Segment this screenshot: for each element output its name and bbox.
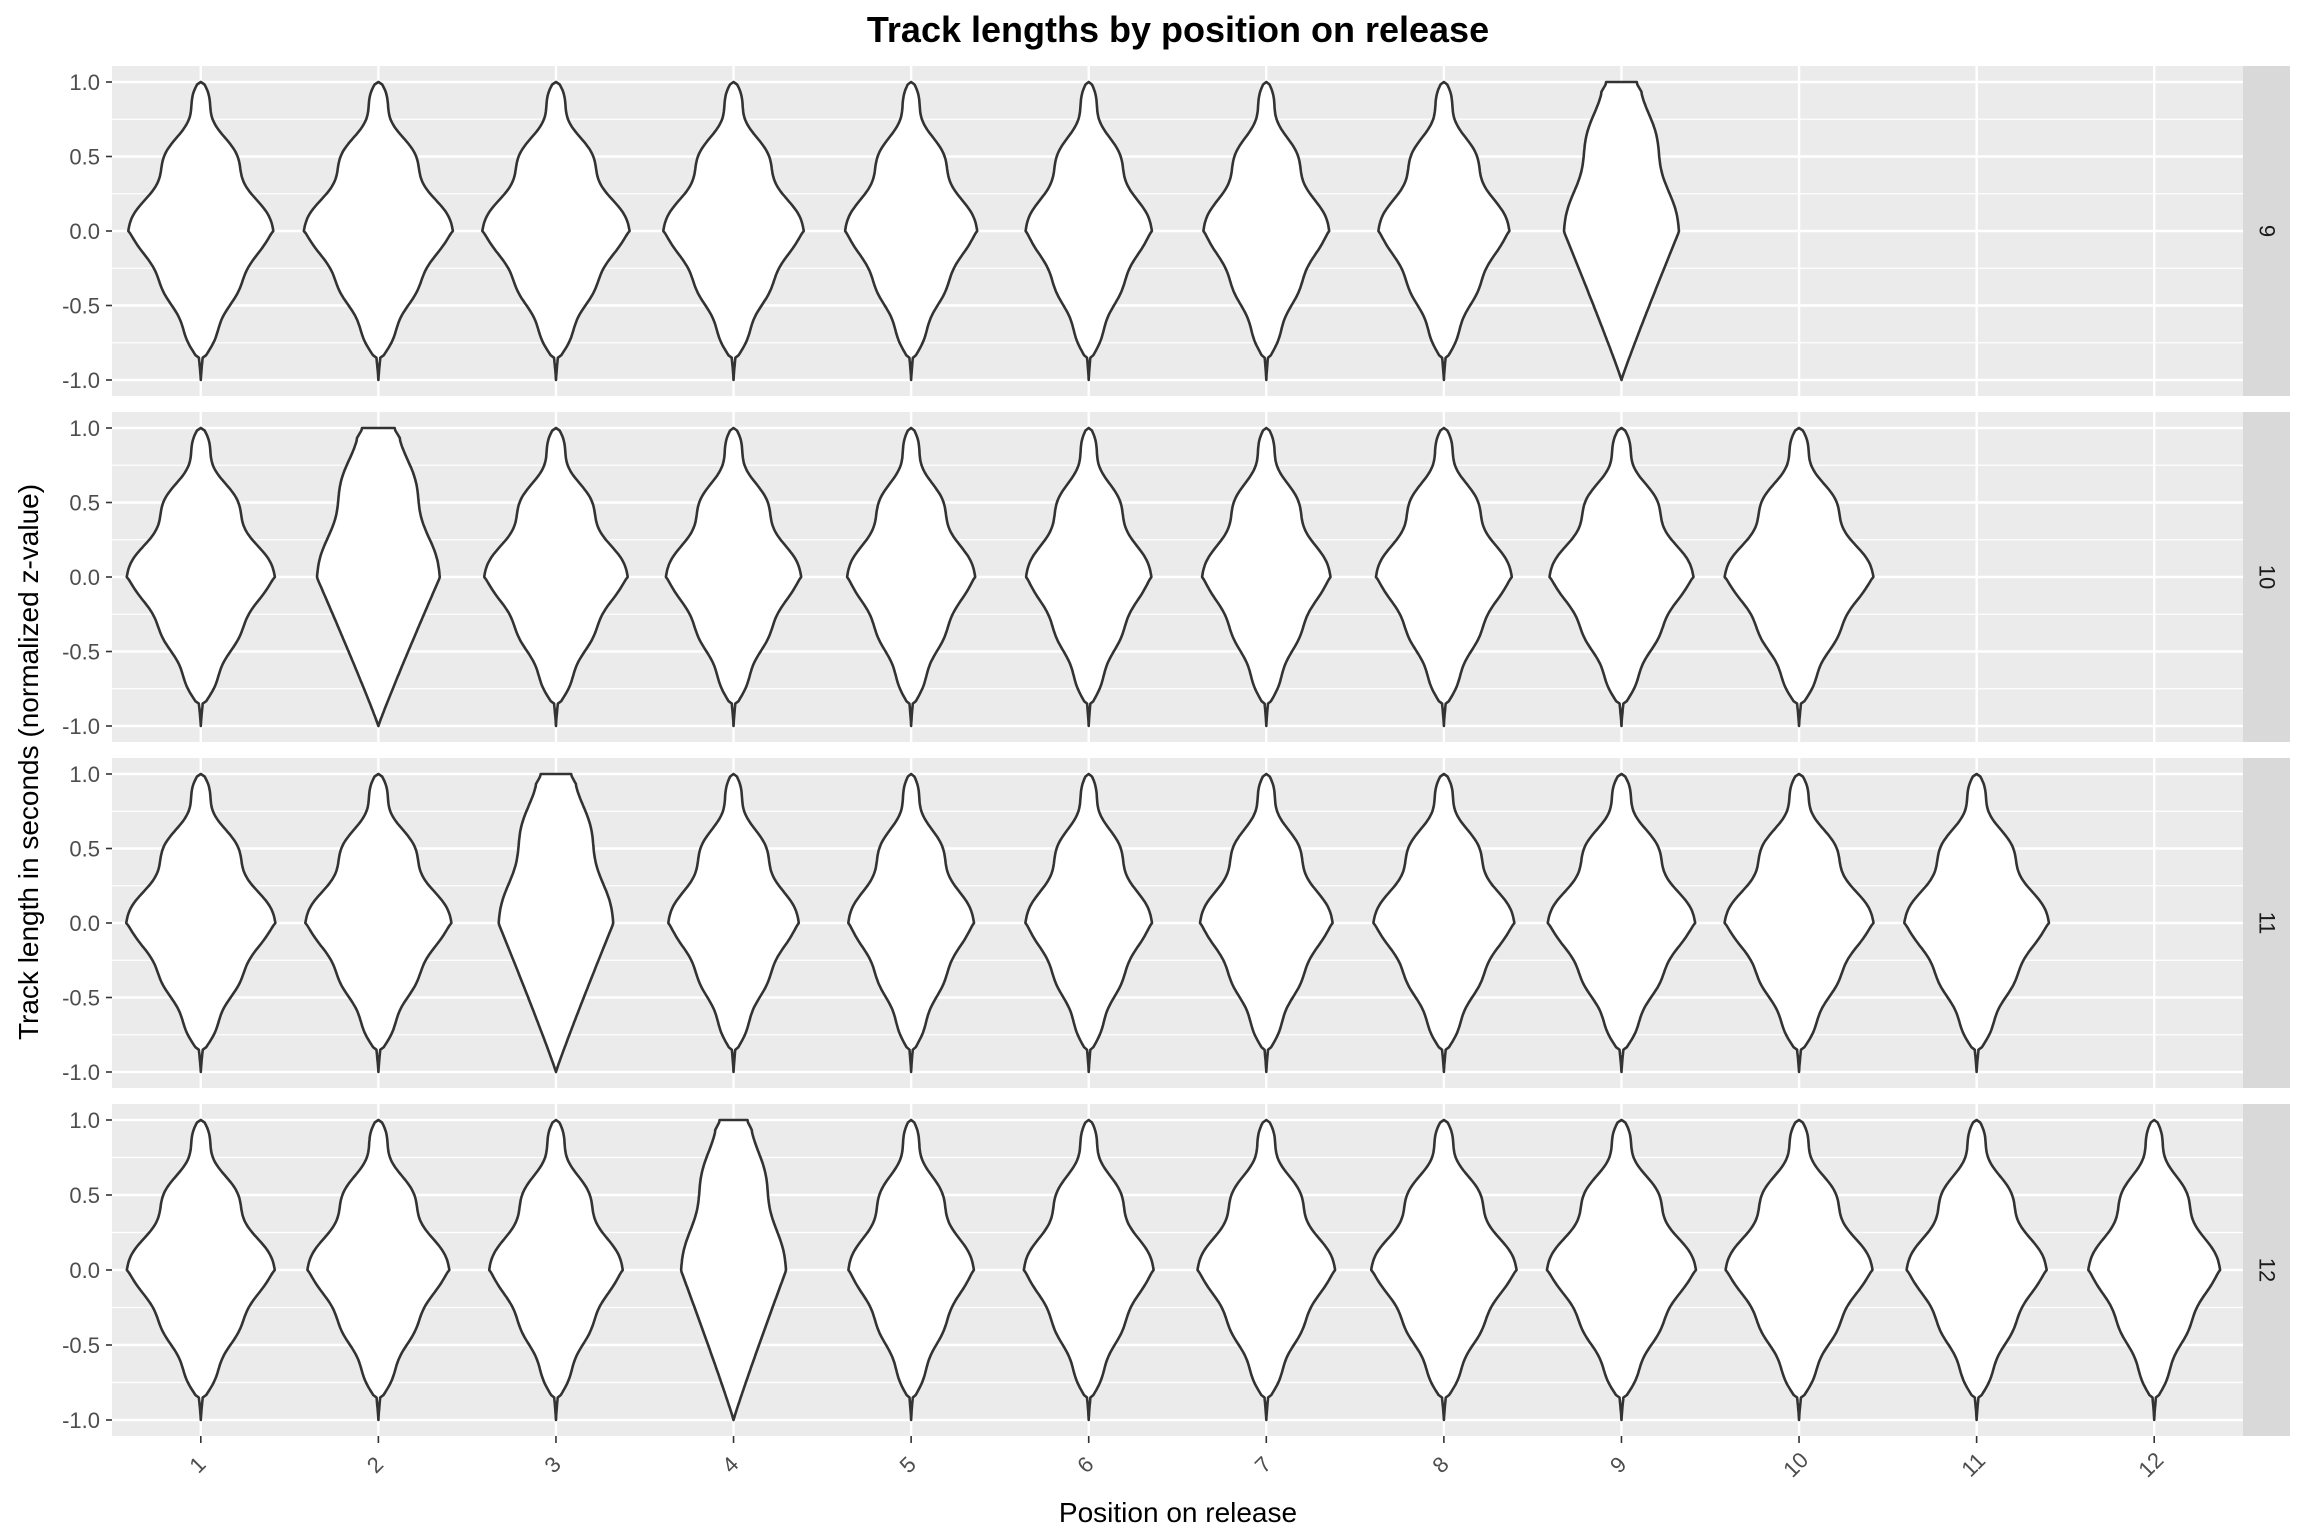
y-tick-label: -0.5 [62, 986, 100, 1011]
violin-facet-10-pos-8 [1374, 426, 1514, 728]
violin-facet-11-pos-4 [667, 772, 801, 1074]
violin-facet-9-pos-6 [1024, 80, 1154, 382]
violin-facet-12-pos-4 [679, 1118, 788, 1422]
y-tick-label: -0.5 [62, 640, 100, 665]
facet-strip-label: 12 [2255, 1258, 2280, 1282]
violin-facet-11-pos-3 [497, 772, 615, 1074]
violin-facet-11-pos-5 [847, 772, 976, 1074]
y-tick-label: 0.5 [69, 491, 100, 516]
y-tick-label: 1.0 [69, 762, 100, 787]
violin-facet-10-pos-7 [1200, 426, 1332, 728]
y-tick-label: -1.0 [62, 368, 100, 393]
violin-facet-9-pos-3 [481, 80, 631, 382]
violin-facet-10-pos-1 [125, 426, 277, 728]
violin-facet-11-pos-7 [1198, 772, 1334, 1074]
violin-facet-12-pos-11 [1905, 1118, 2048, 1422]
violin-facet-11-pos-11 [1903, 772, 2051, 1074]
violin-facet-9-pos-8 [1377, 80, 1511, 382]
violin-facet-12-pos-9 [1545, 1118, 1698, 1422]
violin-facet-10-pos-5 [845, 426, 977, 728]
violin-facet-10-pos-3 [482, 426, 629, 728]
violin-facet-12-pos-1 [125, 1118, 277, 1422]
facet-strip [2243, 1104, 2290, 1436]
y-tick-label: -1.0 [62, 714, 100, 739]
violin-facet-12-pos-7 [1196, 1118, 1337, 1422]
facet-strip-label: 10 [2255, 565, 2280, 589]
violin-facet-9-pos-5 [843, 80, 979, 382]
facet-strip [2243, 412, 2290, 742]
violin-facet-10-pos-4 [664, 426, 803, 728]
y-tick-label: 0.5 [69, 145, 100, 170]
violin-facet-9-pos-7 [1202, 80, 1331, 382]
violin-facet-12-pos-3 [487, 1118, 625, 1422]
y-tick-label: 0.5 [69, 837, 100, 862]
violin-facet-9-pos-1 [127, 80, 275, 382]
violin-facet-12-pos-10 [1724, 1118, 1874, 1422]
facet-strip-label: 11 [2255, 912, 2280, 935]
facet-strip [2243, 66, 2290, 396]
violin-facet-9-pos-4 [662, 80, 806, 382]
y-tick-label: 1.0 [69, 70, 100, 95]
y-tick-label: 0.0 [69, 219, 100, 244]
x-axis-title: Position on release [1059, 1497, 1297, 1528]
y-axis-title: Track length in seconds (normalized z-va… [13, 484, 44, 1040]
y-tick-label: 1.0 [69, 416, 100, 441]
violin-facet-12-pos-5 [847, 1118, 976, 1422]
facet-panel-12: 1.0 0.5 0.0 -0.5 -1.0 12 [62, 1104, 2290, 1436]
violin-facet-9-pos-9 [1562, 80, 1681, 382]
y-tick-label: 0.0 [69, 565, 100, 590]
y-tick-label: 0.0 [69, 1258, 100, 1283]
y-tick-label: 1.0 [69, 1108, 100, 1133]
violin-facet-10-pos-10 [1723, 426, 1875, 728]
facet-panels: 1.00.50.0-0.5-1.091.00.50.0-0.5-1.0101.0… [62, 66, 2290, 1436]
violin-facet-11-pos-1 [124, 772, 277, 1074]
violin-facet-9-pos-2 [302, 80, 455, 382]
facet-strip [2243, 758, 2290, 1088]
violin-facet-11-pos-2 [304, 772, 453, 1074]
facet-panel-10: 1.0 0.5 0.0 -0.5 -1.0 10 [62, 412, 2290, 742]
violin-facet-12-pos-12 [2087, 1118, 2222, 1422]
violin-facet-11-pos-9 [1546, 772, 1697, 1074]
y-tick-label: -1.0 [62, 1060, 100, 1085]
violin-facet-12-pos-2 [306, 1118, 451, 1422]
facet-strip-label: 9 [2255, 225, 2280, 237]
y-tick-label: -0.5 [62, 294, 100, 319]
facet-panel-9: 1.0 0.5 0.0 -0.5 -1.0 9 [62, 66, 2290, 396]
violin-facet-11-pos-10 [1723, 772, 1875, 1074]
y-tick-label: 0.0 [69, 911, 100, 936]
violin-facet-12-pos-8 [1369, 1118, 1518, 1422]
violin-facet-11-pos-6 [1024, 772, 1154, 1074]
violin-facet-10-pos-9 [1548, 426, 1695, 728]
facet-panel-11: 1.0 0.5 0.0 -0.5 -1.0 11 [62, 758, 2290, 1088]
y-tick-label: -1.0 [62, 1408, 100, 1433]
violin-facet-12-pos-6 [1022, 1118, 1155, 1422]
y-tick-label: -0.5 [62, 1333, 100, 1358]
y-tick-label: 0.5 [69, 1183, 100, 1208]
chart-title: Track lengths by position on release [867, 9, 1489, 50]
violin-facet-11-pos-8 [1372, 772, 1516, 1074]
violin-facet-10-pos-2 [315, 426, 442, 728]
violin-facet-10-pos-6 [1024, 426, 1153, 728]
